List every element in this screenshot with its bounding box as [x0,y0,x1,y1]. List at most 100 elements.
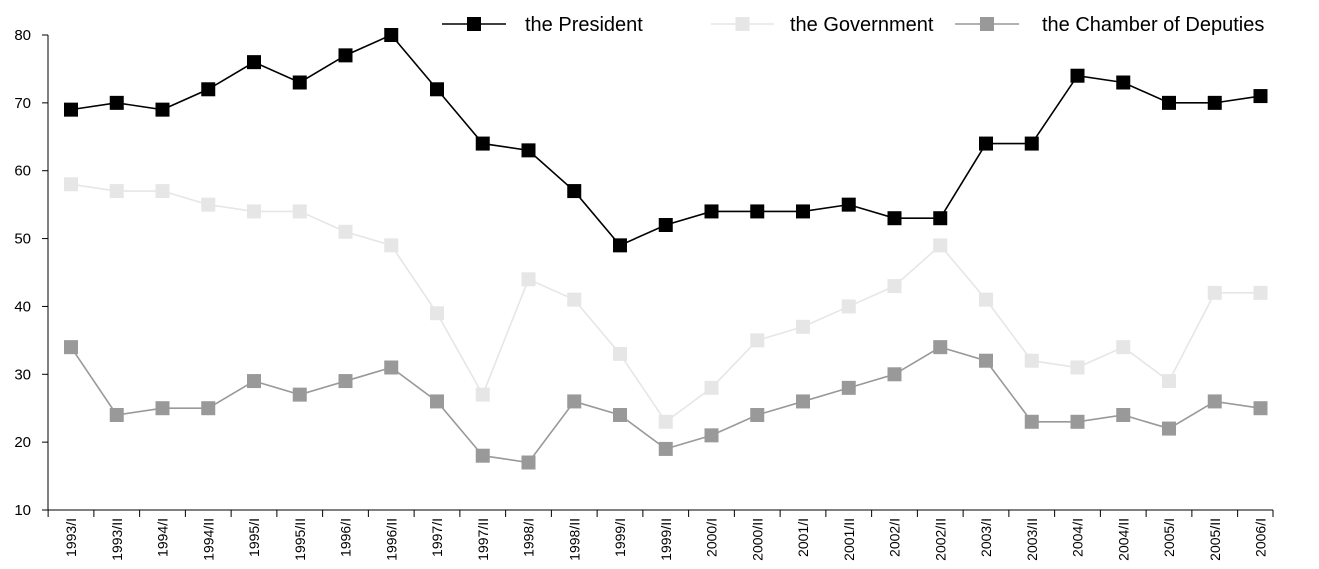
data-point [704,204,719,219]
data-point [841,299,856,314]
data-point [64,177,78,192]
legend-marker [735,17,750,31]
data-point [933,211,948,226]
data-point [613,408,627,422]
data-point [887,279,902,294]
y-tick-label: 10 [14,502,31,519]
data-point [1253,401,1268,416]
legend-item: the President [442,14,643,36]
data-point [796,204,810,219]
data-point [1116,75,1131,90]
data-point [658,414,673,429]
data-point [841,197,856,212]
data-point [750,204,765,219]
legend-item: the Government [711,14,934,36]
data-point [1253,285,1268,300]
y-tick-label: 70 [14,95,31,112]
x-category-label: 2001/II [841,518,857,561]
data-point [338,224,353,239]
x-category-label: 2002/I [887,518,903,557]
data-point [475,136,490,151]
x-category-label: 2000/I [704,518,720,557]
x-category-label: 2004/II [1115,518,1131,561]
data-point [155,401,170,416]
data-point [338,48,353,63]
data-point [704,380,719,395]
legend-label: the Chamber of Deputies [1042,14,1264,36]
data-point [430,306,444,321]
data-point [841,380,856,395]
x-category-label: 1999/I [612,518,628,557]
data-point [430,394,444,409]
data-point [109,95,124,110]
legend-marker [980,17,994,31]
data-point [933,340,948,355]
legend-marker [467,17,481,31]
legend-label: the President [525,14,643,36]
data-point [704,428,719,443]
data-point [109,184,124,199]
data-point [1024,136,1039,151]
legend-label: the Government [790,14,934,36]
data-point [887,211,902,226]
data-point [64,340,78,355]
x-category-label: 2005/I [1161,518,1177,557]
legend: the President the Government the Chamber o… [442,14,1264,36]
data-point [567,292,582,307]
data-point [1070,414,1085,429]
data-point [384,360,399,375]
data-point [292,75,307,90]
data-point [887,367,902,382]
data-point [201,401,216,416]
y-tick-label: 50 [14,231,31,248]
data-point [247,55,261,70]
x-category-label: 2005/II [1207,518,1223,561]
data-point [475,387,490,402]
x-category-label: 1998/II [566,518,582,561]
data-point [750,408,765,422]
data-point [155,102,170,117]
x-category-label: 1997/I [429,518,445,557]
axes: 10 20 30 40 50 60 70 80 1993/I 1993/II 1994/I 1994/… [14,27,1274,561]
data-point [1070,68,1085,83]
data-point [1070,360,1085,375]
data-point [384,28,399,42]
data-point [979,292,993,307]
x-category-label: 1998/I [521,518,537,557]
x-category-label: 1994/II [200,518,216,561]
data-point [292,387,307,402]
data-point [1116,408,1131,422]
data-point [979,353,993,368]
data-point [292,204,307,219]
data-point [1207,394,1222,409]
y-tick-label: 40 [14,298,31,315]
data-point [1024,414,1039,429]
data-point [567,394,582,409]
x-category-label: 2002/II [932,518,948,561]
data-point [201,197,216,212]
x-category-label: 2003/I [978,518,994,557]
x-category-label: 1995/II [292,518,308,561]
data-point [1162,374,1176,389]
x-category-label: 1993/II [109,518,125,561]
data-point [933,238,948,253]
data-point [796,394,810,409]
x-category-label: 2001/I [795,518,811,557]
series-layer [64,28,1268,470]
data-point [1253,89,1268,104]
data-point [658,441,673,456]
data-point [1024,353,1039,368]
x-category-label: 1995/I [246,518,262,557]
x-category-label: 2006/I [1253,518,1269,557]
data-point [475,448,490,463]
x-category-label: 1999/II [658,518,674,561]
data-point [658,218,673,232]
data-point [430,82,444,97]
data-point [1116,340,1131,355]
data-point [979,136,993,151]
data-point [1207,95,1222,110]
x-category-label: 2003/II [1024,518,1040,561]
y-tick-label: 80 [14,27,31,44]
